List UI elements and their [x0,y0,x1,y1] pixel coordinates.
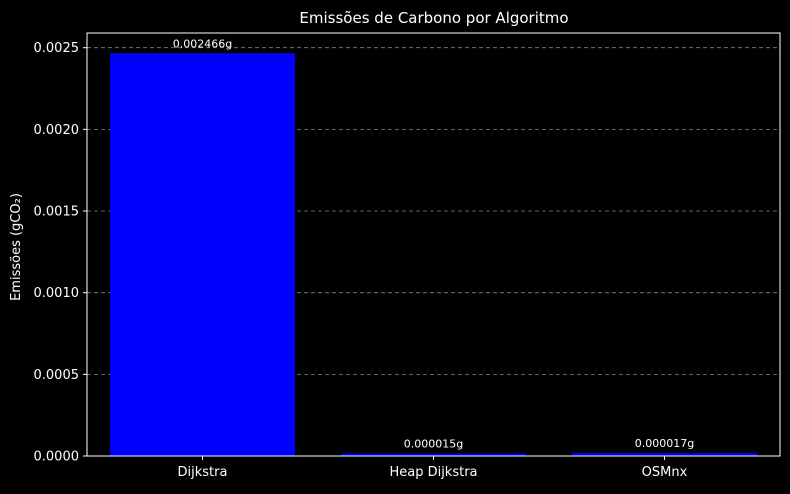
bar-value-label: 0.000017g [635,437,694,450]
bar-dijkstra [110,53,295,456]
y-tick-label: 0.0020 [34,123,80,138]
bar-value-label: 0.000015g [404,438,463,451]
data-labels: 0.002466g 0.000015g 0.000017g [173,37,694,450]
y-tick-label: 0.0025 [34,41,80,56]
x-tick-label: OSMnx [642,465,688,480]
x-tick-label: Dijkstra [178,465,228,480]
x-axis-ticks: Dijkstra Heap Dijkstra OSMnx [178,456,688,480]
y-tick-label: 0.0000 [34,450,80,465]
bar-value-label: 0.002466g [173,37,232,50]
y-axis-label: Emissões (gCO₂) [9,193,24,301]
y-tick-label: 0.0010 [34,286,80,301]
y-axis-ticks: 0.0000 0.0005 0.0010 0.0015 0.0020 0.0025 [34,41,87,465]
y-tick-label: 0.0005 [34,368,80,383]
bar-heap-dijkstra [341,453,526,456]
y-tick-label: 0.0015 [34,205,80,220]
x-tick-label: Heap Dijkstra [389,465,477,480]
chart-title: Emissões de Carbono por Algoritmo [299,9,568,27]
bar-osmnx [572,453,757,456]
bars [110,53,757,456]
